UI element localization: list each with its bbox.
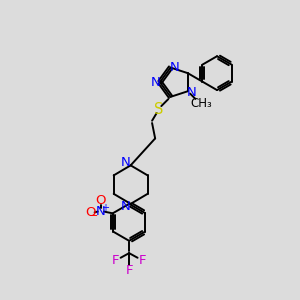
Text: F: F — [112, 254, 119, 267]
Text: O: O — [85, 206, 95, 219]
Text: N: N — [96, 205, 106, 218]
Text: S: S — [154, 102, 163, 117]
Text: CH₃: CH₃ — [191, 97, 212, 110]
Text: N: N — [151, 76, 161, 89]
Text: F: F — [125, 264, 133, 277]
Text: N: N — [187, 86, 196, 99]
Text: −: − — [89, 211, 98, 221]
Text: O: O — [95, 194, 106, 206]
Text: N: N — [121, 200, 131, 213]
Text: F: F — [139, 254, 147, 267]
Text: +: + — [100, 203, 109, 213]
Text: N: N — [169, 61, 179, 74]
Text: N: N — [121, 156, 131, 169]
